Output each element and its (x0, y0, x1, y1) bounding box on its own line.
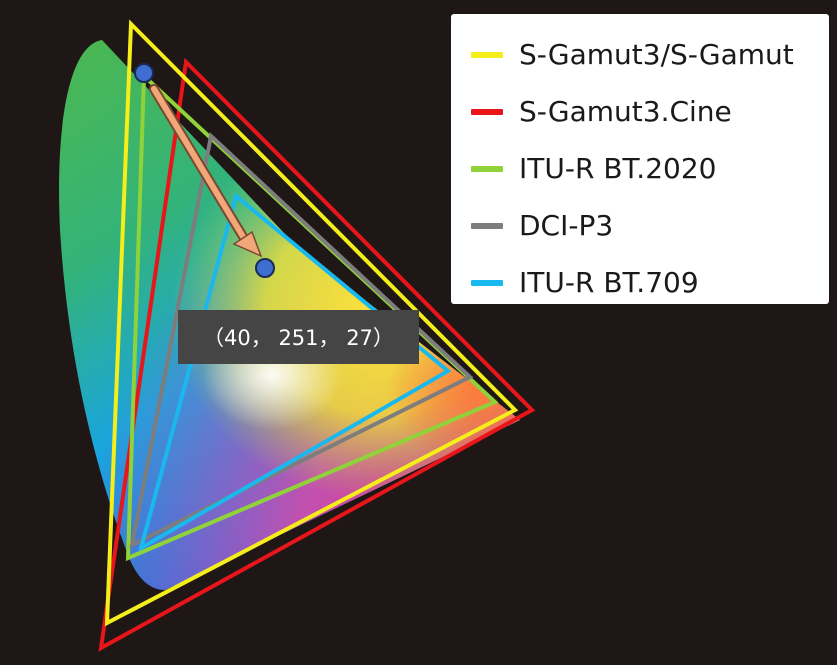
gamut-triangle-s-gamut3 (104, 19, 519, 627)
legend-label: S-Gamut3.Cine (519, 95, 732, 128)
start-marker[interactable] (134, 63, 154, 83)
legend-item-bt2020: ITU-R BT.2020 (471, 140, 829, 197)
legend-item-s-gamut3-cine: S-Gamut3.Cine (471, 83, 829, 140)
gamut-triangle-dci-p3 (129, 132, 474, 549)
tooltip-text: （40， 251， 27） (203, 326, 394, 350)
legend-label: DCI-P3 (519, 209, 614, 242)
legend-label: ITU-R BT.2020 (519, 152, 717, 185)
legend-swatch (471, 279, 503, 286)
legend-swatch (471, 51, 503, 58)
end-marker[interactable] (255, 258, 275, 278)
legend-swatch (471, 165, 503, 172)
legend: S-Gamut3/S-Gamut S-Gamut3.Cine ITU-R BT.… (451, 14, 829, 304)
legend-item-dci-p3: DCI-P3 (471, 197, 829, 254)
legend-label: S-Gamut3/S-Gamut (519, 38, 794, 71)
color-value-tooltip: （40， 251， 27） (178, 310, 419, 364)
legend-item-bt709: ITU-R BT.709 (471, 254, 829, 311)
legend-label: ITU-R BT.709 (519, 266, 699, 299)
legend-item-s-gamut3: S-Gamut3/S-Gamut (471, 26, 829, 83)
legend-swatch (471, 222, 503, 229)
gamut-triangle-bt709 (137, 192, 452, 553)
shift-arrow (149, 84, 263, 258)
legend-swatch (471, 108, 503, 115)
gamut-triangle-s-gamut3-cine (98, 57, 536, 652)
